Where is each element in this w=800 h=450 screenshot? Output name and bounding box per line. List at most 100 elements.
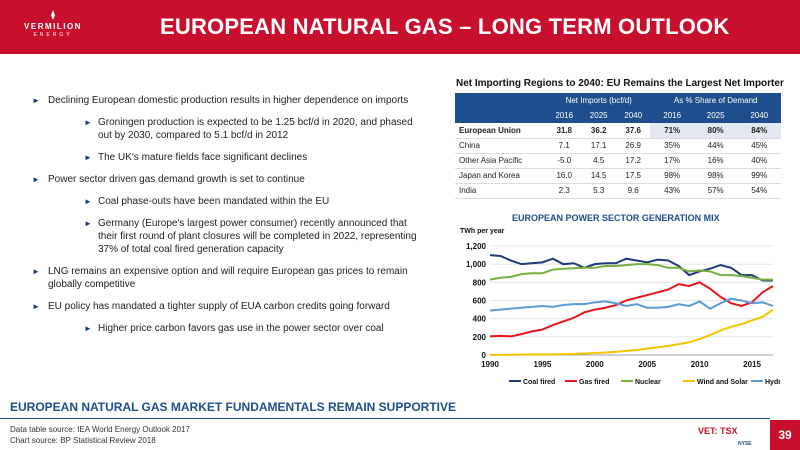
legend-label: Nuclear — [635, 379, 661, 386]
legend-label: Gas fired — [579, 379, 609, 386]
series-line-coal-fired — [489, 254, 773, 282]
value-cell: 9.6 — [615, 183, 651, 199]
value-cell: 45% — [737, 138, 781, 154]
table-corner — [455, 93, 547, 108]
bullet-item: ► LNG remains an expensive option and wil… — [16, 265, 436, 291]
series-line-nuclear — [489, 263, 773, 281]
year-header: 2025 — [693, 108, 738, 123]
bullet-arrow-icon: ► — [32, 96, 40, 105]
legend-label: Hydro — [765, 379, 780, 386]
nyse-ticker: NYSE — [738, 441, 752, 447]
sub-bullet-item: ► The UK's mature fields face significant… — [16, 151, 436, 164]
value-cell: 16% — [693, 153, 738, 169]
region-cell: Japan and Korea — [455, 168, 547, 184]
ticker-label: VET: TSX — [698, 426, 738, 436]
chart-title: EUROPEAN POWER SECTOR GENERATION MIX — [512, 213, 720, 223]
value-cell: 37.6 — [615, 123, 651, 139]
table-row: China 7.1 17.1 26.9 35% 44% 45% — [455, 138, 781, 154]
region-cell: China — [455, 138, 547, 154]
bullet-arrow-icon: ► — [32, 267, 40, 276]
value-cell: 36.2 — [581, 123, 616, 139]
x-tick-label: 1990 — [481, 360, 499, 369]
sub-bullet-item: ► Groningen production is expected to be … — [16, 116, 436, 142]
y-tick-label: 600 — [473, 297, 487, 306]
value-cell: 84% — [737, 123, 781, 139]
region-cell: European Union — [455, 123, 547, 139]
bullet-text: Higher price carbon favors gas use in th… — [98, 323, 384, 334]
x-tick-label: 1995 — [534, 360, 552, 369]
value-cell: 2.3 — [547, 183, 582, 199]
table-row: European Union 31.8 36.2 37.6 71% 80% 84% — [455, 123, 781, 139]
x-tick-label: 2005 — [638, 360, 656, 369]
value-cell: 17.1 — [581, 138, 616, 154]
value-cell: 17% — [650, 153, 694, 169]
value-cell: 16.0 — [547, 168, 582, 184]
bullet-text: Germany (Europe's largest power consumer… — [98, 218, 417, 255]
source-chart: Chart source: BP Statistical Review 2018 — [10, 436, 156, 445]
brand-sub: ENERGY — [33, 32, 73, 38]
table-row: India 2.3 5.3 9.6 43% 57% 54% — [455, 183, 781, 199]
year-header: 2016 — [650, 108, 694, 123]
bullet-arrow-icon: ► — [84, 118, 92, 127]
bullet-text: EU policy has mandated a tighter supply … — [48, 301, 390, 312]
year-header: 2025 — [581, 108, 616, 123]
value-cell: 4.5 — [581, 153, 616, 169]
x-tick-label: 2015 — [743, 360, 761, 369]
value-cell: 40% — [737, 153, 781, 169]
series-line-hydro — [489, 297, 774, 312]
bullet-text: Coal phase-outs have been mandated withi… — [98, 196, 330, 207]
year-header: 2040 — [615, 108, 651, 123]
y-tick-label: 0 — [482, 351, 487, 360]
sub-bullet-item: ► Coal phase-outs have been mandated with… — [16, 195, 436, 208]
bullet-text: Groningen production is expected to be 1… — [98, 117, 413, 141]
value-cell: 71% — [650, 123, 694, 139]
value-cell: 17.2 — [615, 153, 651, 169]
value-cell: 17.5 — [615, 168, 651, 184]
table-title: Net Importing Regions to 2040: EU Remain… — [456, 78, 784, 89]
page-number: 39 — [770, 420, 800, 450]
bullet-text: LNG remains an expensive option and will… — [48, 266, 408, 290]
legend-label: Coal fired — [523, 379, 555, 386]
bullet-list: ► Declining European domestic production … — [16, 94, 436, 344]
bullet-item: ► Power sector driven gas demand growth i… — [16, 173, 436, 186]
sub-bullet-item: ► Higher price carbon favors gas use in t… — [16, 322, 436, 335]
value-cell: 43% — [650, 183, 694, 199]
table-corner-2 — [455, 108, 547, 123]
bullet-arrow-icon: ► — [32, 175, 40, 184]
net-imports-table: Net Imports (bcf/d) As % Share of Demand… — [455, 93, 781, 199]
value-cell: 44% — [693, 138, 738, 154]
value-cell: 98% — [650, 168, 694, 184]
year-header: 2040 — [737, 108, 781, 123]
value-cell: -5.0 — [547, 153, 582, 169]
value-cell: 98% — [693, 168, 738, 184]
value-cell: 14.5 — [581, 168, 616, 184]
vermilion-logo: VERMILION ENERGY — [14, 10, 92, 46]
value-cell: 26.9 — [615, 138, 651, 154]
y-tick-label: 800 — [473, 278, 487, 287]
y-tick-label: 200 — [473, 333, 487, 342]
bullet-arrow-icon: ► — [84, 324, 92, 333]
bullet-text: The UK's mature fields face significant … — [98, 152, 308, 163]
bullet-item: ► EU policy has mandated a tighter supply… — [16, 300, 436, 313]
source-table: Data table source: IEA World Energy Outl… — [10, 425, 190, 434]
x-tick-label: 2010 — [691, 360, 709, 369]
series-line-gas-fired — [489, 281, 774, 338]
value-cell: 54% — [737, 183, 781, 199]
group-header-share: As % Share of Demand — [650, 93, 781, 108]
header-bar: VERMILION ENERGY EUROPEAN NATURAL GAS – … — [0, 0, 800, 54]
chart-ylabel: TWh per year — [460, 228, 505, 235]
value-cell: 7.1 — [547, 138, 582, 154]
bullet-arrow-icon: ► — [84, 153, 92, 162]
value-cell: 80% — [693, 123, 738, 139]
table-row: Other Asia Pacific -5.0 4.5 17.2 17% 16% 40% — [455, 153, 781, 169]
group-header-imports: Net Imports (bcf/d) — [547, 93, 651, 108]
footer-banner: EUROPEAN NATURAL GAS MARKET FUNDAMENTALS… — [10, 400, 457, 414]
region-cell: Other Asia Pacific — [455, 153, 547, 169]
x-tick-label: 2000 — [586, 360, 604, 369]
year-header: 2016 — [547, 108, 582, 123]
brand-name: VERMILION — [24, 22, 82, 31]
bullet-item: ► Declining European domestic production … — [16, 94, 436, 107]
region-cell: India — [455, 183, 547, 199]
legend-label: Wind and Solar — [697, 379, 748, 386]
slide-title: EUROPEAN NATURAL GAS – LONG TERM OUTLOOK — [160, 14, 730, 39]
